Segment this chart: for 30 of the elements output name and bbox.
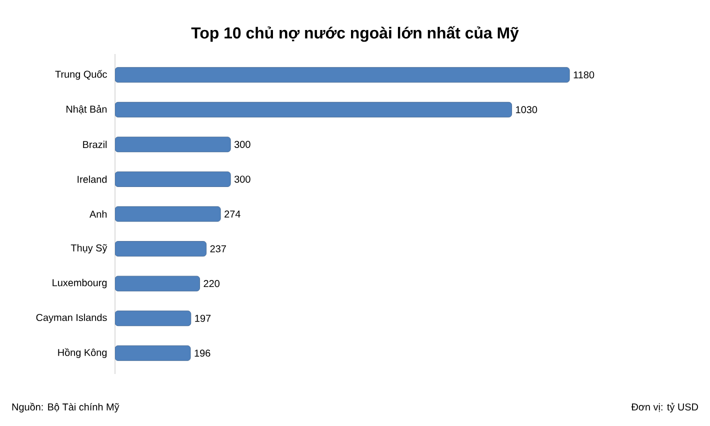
data-label: 1180 [574,71,594,78]
bar [115,136,231,152]
bar [115,67,570,83]
text: Nguồn: Bộ Tài chính Mỹ [12,402,120,412]
chart-title: Top 10 chủ nợ nước ngoài lớn nhất của Mỹ [191,26,519,42]
y-tick-label: Brazil [83,140,107,148]
data-label: 220 [204,280,220,288]
y-tick-label: Luxembourg [52,278,107,288]
data-label: 196 [194,350,210,357]
data-label: 1030 [516,106,538,114]
y-tick-label: Nhật Bản [66,105,107,114]
y-tick-label: Trung Quốc [55,70,107,80]
y-tick-label: Anh [90,210,107,218]
data-label: 300 [234,140,250,148]
bar [115,241,206,256]
bar [115,310,192,326]
y-tick-label: Ireland [78,176,107,183]
data-label: 274 [224,210,240,218]
bar [115,206,221,222]
data-label: 237 [210,245,226,252]
data-label: 300 [234,176,250,183]
text: Đơn vị: tỷ USD [631,402,698,412]
y-tick-label: Thụy Sỹ [70,244,108,254]
y-tick-label: Cayman Islands [36,314,107,323]
data-label: 197 [195,314,211,322]
bar [115,276,200,292]
bar [115,102,512,118]
bar [115,345,191,361]
bar [115,172,231,187]
y-tick-label: Hồng Kông [58,348,107,358]
